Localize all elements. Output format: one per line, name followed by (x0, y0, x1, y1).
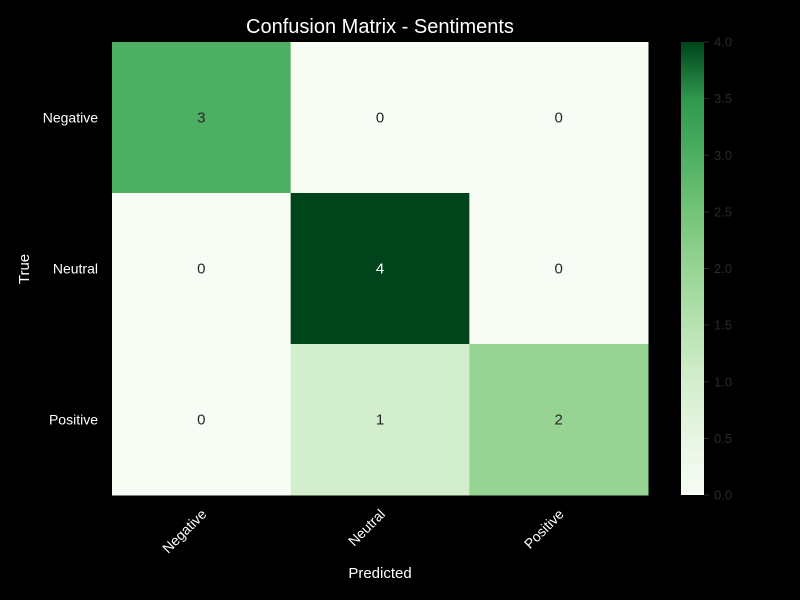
colorbar-ticks: 0.0 0.5 1.0 1.5 2.0 2.5 3.0 3.5 4.0 (704, 35, 732, 503)
cell-value-label-2-2: 2 (554, 412, 562, 429)
cell-value-label-0-1: 0 (376, 110, 384, 127)
cell-value-label-1-2: 0 (554, 261, 562, 278)
heatmap-cell-1-2 (469, 193, 649, 345)
x-axis-title: Predicted (348, 565, 411, 582)
heatmap-cell-0-0 (112, 42, 292, 194)
chart-title: Confusion Matrix - Sentiments (246, 16, 514, 38)
y-axis-tick-labels: Negative Neutral Positive (43, 110, 98, 428)
colorbar-tick-label-7: 3.5 (714, 91, 732, 106)
heatmap-cell-2-0 (112, 344, 292, 496)
colorbar-tick-label-2: 1.0 (714, 374, 732, 389)
heatmap-cell-0-1 (290, 42, 470, 194)
colorbar-tick-label-8: 4.0 (714, 35, 732, 50)
cell-value-label-1-0: 0 (197, 261, 205, 278)
heatmap-cell-1-0 (112, 193, 292, 345)
heatmap-cell-0-2 (469, 42, 649, 194)
heatmap-cell-2-2 (469, 344, 649, 496)
y-axis-title: True (16, 254, 33, 284)
heatmap-cell-1-1 (290, 193, 470, 345)
cell-value-label-2-1: 1 (376, 412, 384, 429)
heatmap-cells (112, 42, 649, 496)
y-tick-label-neutral: Neutral (53, 261, 98, 277)
colorbar-tick-label-4: 2.0 (714, 261, 732, 276)
colorbar-tick-label-0: 0.0 (714, 488, 732, 503)
colorbar-tick-label-1: 0.5 (714, 431, 732, 446)
cell-value-label-2-0: 0 (197, 412, 205, 429)
cell-value-label-1-1: 4 (376, 261, 384, 278)
cell-value-label-0-2: 0 (554, 110, 562, 127)
heatmap-cell-labels: 3 0 0 0 4 0 0 1 2 (197, 110, 563, 429)
heatmap-cell-2-1 (290, 344, 470, 496)
y-tick-label-negative: Negative (43, 110, 98, 126)
cell-value-label-0-0: 3 (197, 110, 205, 127)
colorbar-tick-label-5: 2.5 (714, 204, 732, 219)
colorbar (681, 42, 704, 495)
colorbar-tick-label-6: 3.0 (714, 148, 732, 163)
y-tick-label-positive: Positive (49, 412, 98, 428)
colorbar-tick-label-3: 1.5 (714, 318, 732, 333)
